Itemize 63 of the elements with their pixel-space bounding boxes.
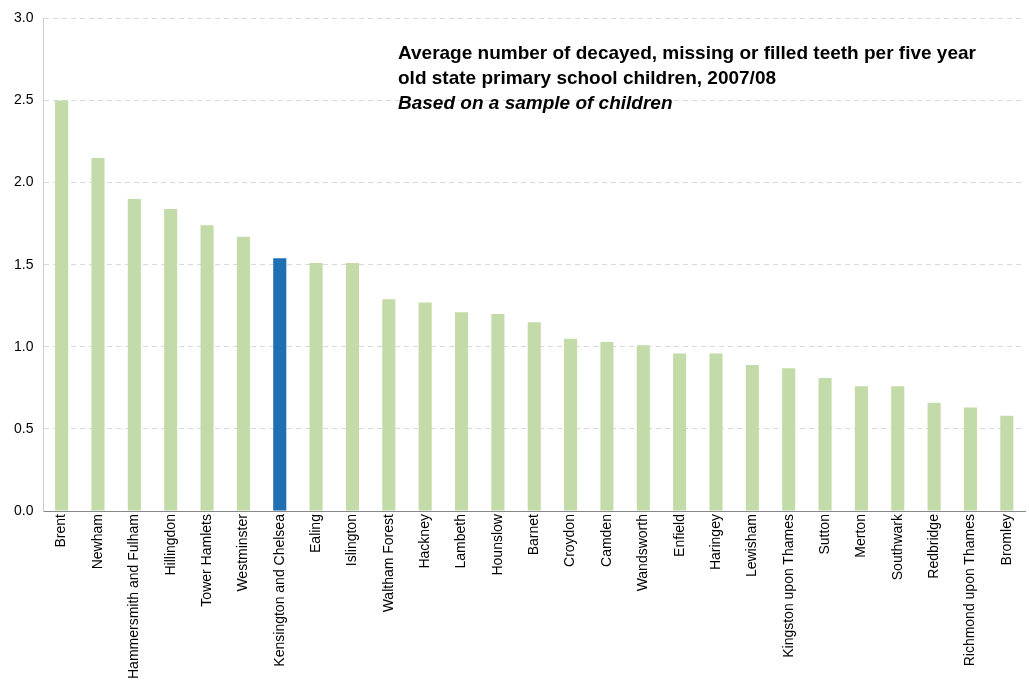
bar [527,322,541,511]
x-tick-label: Hammersmith and Fulham [125,514,142,679]
bar [709,353,723,511]
x-tick-label: Brent [52,513,69,548]
bar [927,402,941,511]
bar [854,386,868,511]
bar [273,258,287,511]
x-tick-label: Islington [343,514,360,567]
bar [309,263,323,511]
bar [636,345,650,511]
x-tick-label: Redbridge [924,513,941,579]
bar [891,386,905,511]
bar [491,314,505,511]
x-tick-label: Croydon [561,514,578,567]
x-tick-label: Newham [88,514,105,570]
bar [345,263,360,511]
bar [91,157,105,511]
bar [55,100,69,511]
x-tick-label: Barnet [525,513,542,556]
x-tick-label: Haringey [706,514,723,571]
bar [782,368,796,511]
bar [673,353,687,511]
bar [564,338,578,511]
bar [963,407,978,511]
bar [382,299,396,511]
bar [164,208,178,511]
x-tick-label: Hillingdon [161,514,178,576]
bar [418,302,432,511]
bar [745,364,759,511]
text: Based on a sample of children [398,91,674,115]
x-tick-label: Kingston upon Thames [779,514,796,658]
bar [236,236,250,511]
x-tick-label: Hounslow [488,513,505,576]
text: Average number of decayed, missing or filled teeth per five year old state primary school children, 2007/08 [398,41,977,90]
y-tick-label: 0.0 [13,501,34,518]
bar [1000,415,1014,511]
y-tick-label: 1.5 [13,255,34,272]
bar [200,225,214,511]
x-tick-label: Kensington and Chelsea [270,513,287,667]
y-tick-label: 2.5 [13,91,34,108]
x-tick-label: Lewisham [743,514,760,578]
y-tick-label: 0.5 [13,419,34,436]
x-tick-label: Enfield [670,514,687,557]
x-tick-label: Southwark [888,513,905,581]
bar [600,341,614,511]
x-tick-label: Merton [852,514,869,558]
x-tick-label: Hackney [416,514,433,569]
x-tick-label: Westminster [234,513,251,592]
x-tick-label: Ealing [306,514,323,553]
x-tick-label: Camden [597,514,614,567]
y-tick-label: 1.0 [13,337,34,354]
x-tick-label: Bromley [997,514,1014,566]
bar [454,312,469,511]
x-tick-label: Richmond upon Thames [961,514,978,667]
y-tick-label: 2.0 [13,173,34,190]
x-tick-label: Wandsworth [634,514,651,592]
bar [818,378,832,511]
bar [127,199,141,511]
x-tick-label: Lambeth [452,514,469,569]
y-tick-label: 3.0 [13,9,34,26]
x-tick-label: Waltham Forest [379,513,396,613]
x-tick-label: Tower Hamlets [197,514,214,607]
x-tick-label: Sutton [815,514,832,555]
